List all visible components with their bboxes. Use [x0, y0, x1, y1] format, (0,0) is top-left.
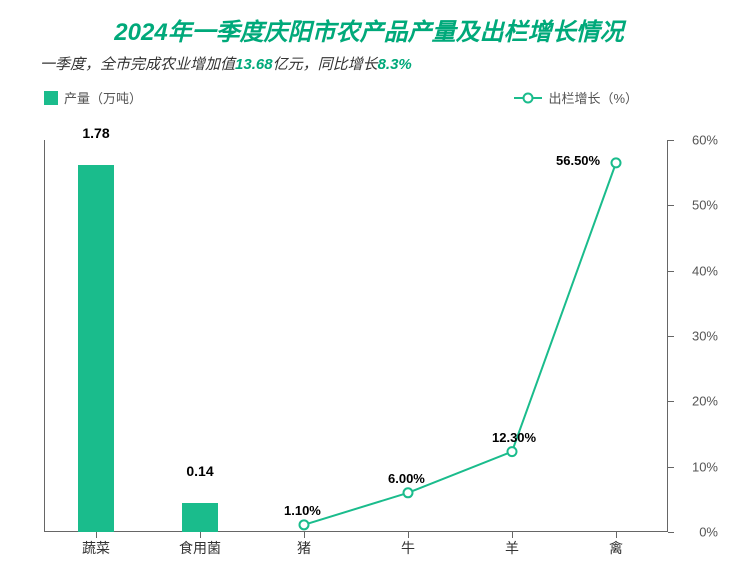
chart-title: 2024年一季度庆阳市农产品产量及出栏增长情况 [0, 0, 738, 47]
chart-title-text: 2024年一季度庆阳市农产品产量及出栏增长情况 [114, 19, 623, 46]
legend-line: 出栏增长（%） [514, 88, 638, 107]
subtitle-unit-1: 亿元，同比增长 [273, 56, 378, 73]
x-category-label: 食用菌 [179, 538, 221, 558]
legend-bar-label: 产量（万吨） [64, 88, 142, 107]
bar [182, 503, 218, 532]
bar-value-label: 1.78 [82, 125, 109, 141]
y-right-tick-label: 60% [692, 133, 718, 148]
y-right-tick-label: 10% [692, 459, 718, 474]
y-right-tick [668, 205, 674, 206]
subtitle-value-1: 13.68 [235, 56, 273, 73]
x-tick [616, 532, 617, 538]
x-tick [408, 532, 409, 538]
x-category-label: 蔬菜 [82, 538, 110, 558]
y-right-tick [668, 140, 674, 141]
y-right-tick [668, 336, 674, 337]
chart-plot-area: 蔬菜食用菌猪牛羊禽1.780.140%10%20%30%40%50%60%1.1… [44, 140, 668, 532]
y-right-tick-label: 50% [692, 198, 718, 213]
chart-subtitle: 一季度，全市完成农业增加值13.68亿元，同比增长8.3% [0, 47, 738, 74]
y-right-tick-label: 20% [692, 394, 718, 409]
bar [78, 165, 114, 532]
line-marker [612, 158, 621, 167]
y-right-tick-label: 30% [692, 329, 718, 344]
line-series-svg [44, 140, 668, 532]
line-value-label: 12.30% [492, 430, 536, 445]
line-marker [404, 488, 413, 497]
legend-bar-swatch [44, 91, 58, 105]
legend: 产量（万吨） 出栏增长（%） [0, 74, 738, 107]
legend-line-swatch [514, 97, 542, 99]
subtitle-value-2: 8.3% [378, 56, 412, 73]
y-right-tick-label: 40% [692, 263, 718, 278]
y-right-tick [668, 532, 674, 533]
x-category-label: 禽 [609, 538, 623, 558]
y-right-tick-label: 0% [699, 525, 718, 540]
legend-bar: 产量（万吨） [44, 88, 142, 107]
line-value-label: 6.00% [388, 471, 425, 486]
x-category-label: 猪 [297, 538, 311, 558]
y-right-tick [668, 467, 674, 468]
x-tick [96, 532, 97, 538]
subtitle-prefix: 一季度，全市完成农业增加值 [40, 56, 235, 73]
y-right-tick [668, 401, 674, 402]
x-tick [512, 532, 513, 538]
x-tick [200, 532, 201, 538]
line-value-label: 1.10% [284, 503, 321, 518]
line-path [304, 163, 616, 525]
x-category-label: 羊 [505, 538, 519, 558]
bar-value-label: 0.14 [186, 463, 213, 479]
line-marker [508, 447, 517, 456]
x-category-label: 牛 [401, 538, 415, 558]
line-value-label: 56.50% [556, 153, 600, 168]
line-marker [300, 520, 309, 529]
x-tick [304, 532, 305, 538]
legend-line-label: 出栏增长（%） [548, 88, 638, 107]
y-right-tick [668, 271, 674, 272]
